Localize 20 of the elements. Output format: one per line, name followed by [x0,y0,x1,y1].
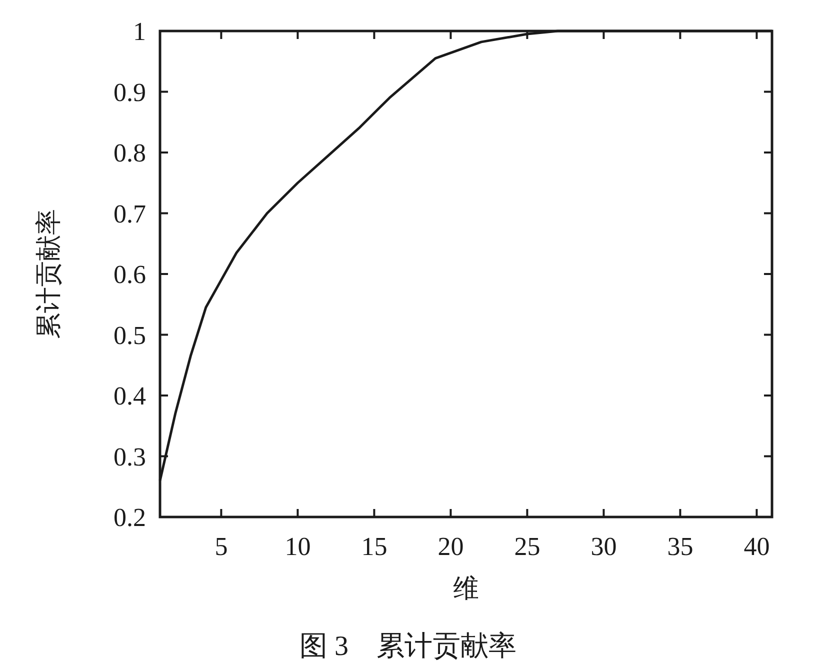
y-tick-label: 0.2 [114,503,146,532]
y-tick-label: 0.8 [114,138,146,168]
y-tick-label: 0.3 [114,442,146,472]
y-tick-label: 0.4 [114,382,146,410]
x-tick-label: 25 [514,532,540,561]
x-tick-label: 5 [214,532,228,561]
y-tick-label: 0.5 [114,320,146,350]
x-axis-title: 维 [453,574,479,603]
x-tick-label: 20 [438,532,464,561]
x-tick-label: 10 [284,532,311,561]
x-tick-label: 15 [361,532,388,561]
y-tick-label: 1 [133,17,146,46]
text: 图 3 累计贡献率 [300,631,516,662]
y-axis-title: 累计贡献率 [34,209,63,339]
x-tick-label: 30 [590,532,617,561]
y-tick-label: 0.9 [114,78,146,107]
x-tick-label: 40 [744,532,770,561]
y-tick-label: 0.7 [114,199,146,228]
y-tick-label: 0.6 [114,260,146,289]
x-tick-label: 35 [667,532,694,561]
